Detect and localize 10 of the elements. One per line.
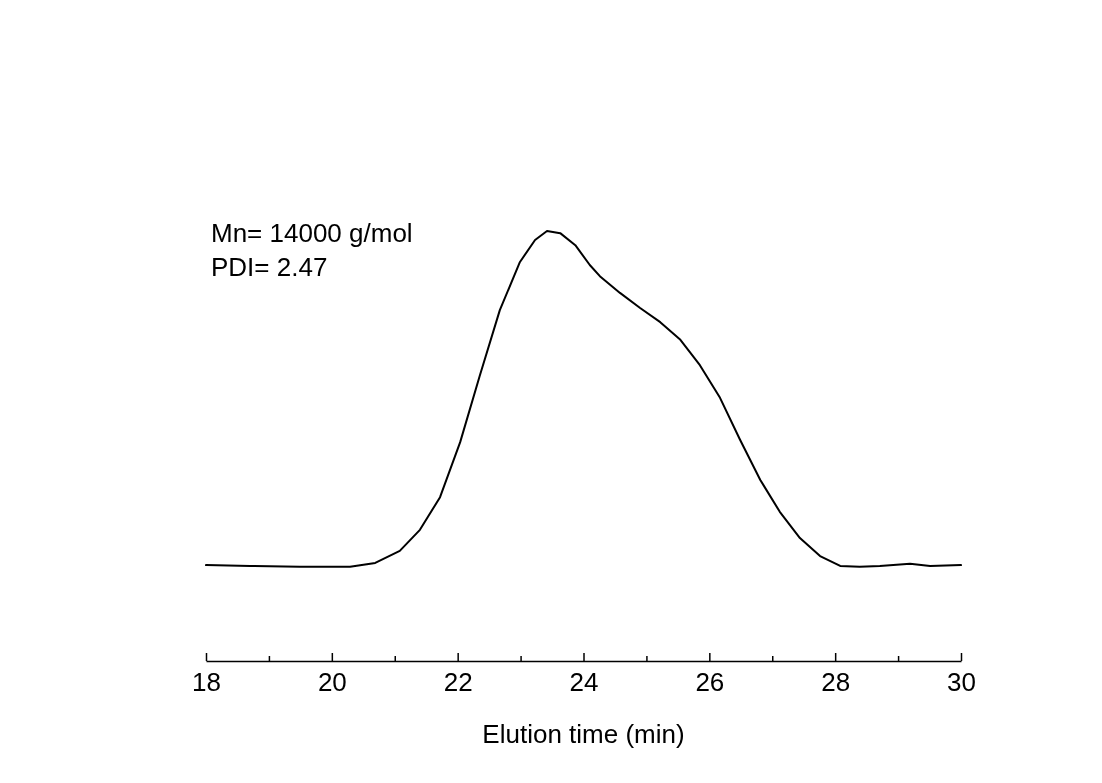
- x-tick-label: 28: [821, 667, 851, 698]
- x-tick-label: 30: [947, 667, 976, 698]
- x-axis-title: Elution time (min): [482, 719, 685, 749]
- x-tick-label: 24: [569, 667, 599, 698]
- annotation: Mn= 14000 g/mol: [211, 218, 413, 248]
- x-tick-label: 18: [192, 667, 221, 698]
- annotation: PDI= 2.47: [211, 252, 328, 282]
- x-tick-label: 26: [695, 667, 725, 698]
- x-tick-label: 20: [317, 667, 347, 698]
- x-tick-label: 22: [443, 667, 473, 698]
